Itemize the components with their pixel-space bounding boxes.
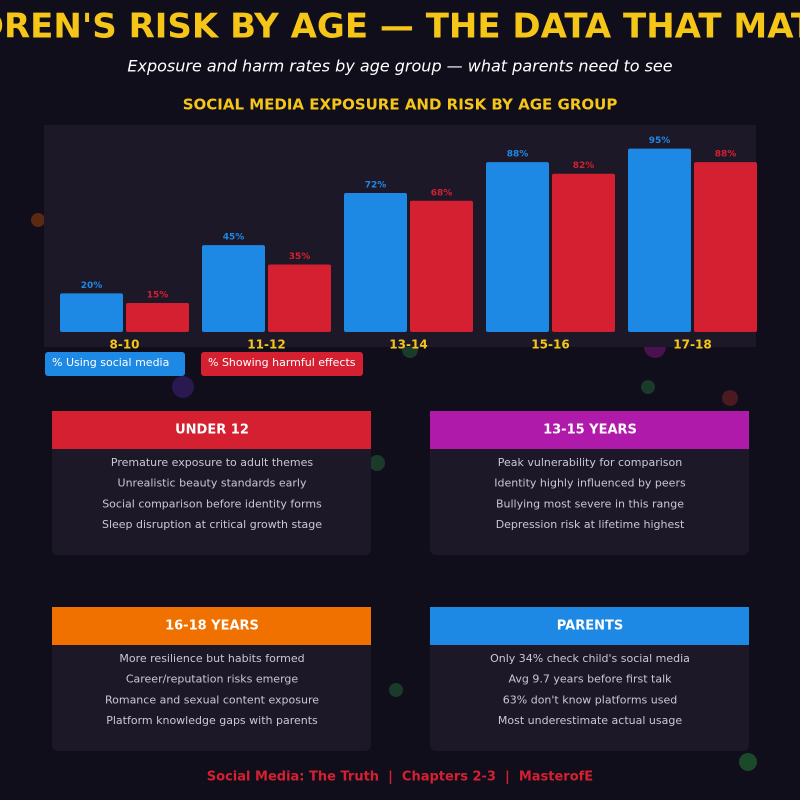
bar xyxy=(126,303,189,332)
card-item: Unrealistic beauty standards early xyxy=(118,477,307,490)
value-label: 15% xyxy=(147,291,169,301)
footer: Social Media: The Truth | Chapters 2-3 |… xyxy=(207,770,593,785)
card-item: Bullying most severe in this range xyxy=(496,497,684,510)
card-item: Avg 9.7 years before first talk xyxy=(509,673,673,686)
card-item: Social comparison before identity forms xyxy=(102,497,322,510)
bar xyxy=(268,264,331,332)
value-label: 95% xyxy=(649,136,671,146)
legend-swatch xyxy=(201,352,363,376)
page-subtitle: Exposure and harm rates by age group — w… xyxy=(127,57,672,76)
card-header xyxy=(430,411,749,449)
x-tick-label: 15-16 xyxy=(531,338,569,352)
value-label: 35% xyxy=(289,252,311,262)
decor-dot xyxy=(389,683,403,697)
card-header xyxy=(430,607,749,645)
card-item: 63% don't know platforms used xyxy=(503,693,677,706)
card-title: PARENTS xyxy=(557,619,623,634)
decor-dot xyxy=(722,390,738,406)
card-item: Most underestimate actual usage xyxy=(498,714,682,727)
legend-label: % Using social media xyxy=(52,356,169,369)
chart-title: SOCIAL MEDIA EXPOSURE AND RISK BY AGE GR… xyxy=(183,96,618,114)
bar xyxy=(694,162,757,332)
page-title: CHILDREN'S RISK BY AGE — THE DATA THAT M… xyxy=(0,7,800,47)
value-label: 82% xyxy=(573,161,595,171)
decor-dot xyxy=(31,213,45,227)
card-item: Romance and sexual content exposure xyxy=(105,693,319,706)
card-item: Only 34% check child's social media xyxy=(490,652,690,665)
card-header xyxy=(52,607,371,645)
bar xyxy=(344,193,407,332)
card-item: Peak vulnerability for comparison xyxy=(498,456,683,469)
bar xyxy=(202,245,265,332)
card-item: Premature exposure to adult themes xyxy=(111,456,313,469)
x-tick-label: 8-10 xyxy=(109,338,139,352)
decor-dot xyxy=(172,376,194,398)
card-item: More resilience but habits formed xyxy=(119,652,304,665)
card-header xyxy=(52,411,371,449)
value-label: 72% xyxy=(365,181,387,191)
legend-swatch xyxy=(45,352,185,376)
card-item: Sleep disruption at critical growth stag… xyxy=(102,518,322,531)
card-title: 13-15 YEARS xyxy=(543,423,637,438)
x-tick-label: 17-18 xyxy=(673,338,711,352)
x-tick-label: 11-12 xyxy=(247,338,285,352)
value-label: 20% xyxy=(81,281,103,291)
value-label: 88% xyxy=(507,150,529,160)
bar xyxy=(410,200,473,332)
decor-dot xyxy=(641,380,655,394)
card-item: Identity highly influenced by peers xyxy=(494,477,686,490)
card-title: 16-18 YEARS xyxy=(165,619,259,634)
bar xyxy=(552,173,615,332)
value-label: 45% xyxy=(223,233,245,243)
bar xyxy=(60,293,123,332)
card-item: Depression risk at lifetime highest xyxy=(496,518,685,531)
bar xyxy=(628,148,691,332)
decor-dot xyxy=(739,753,757,771)
value-label: 88% xyxy=(715,150,737,160)
card-item: Platform knowledge gaps with parents xyxy=(106,714,318,727)
legend-label: % Showing harmful effects xyxy=(208,356,356,369)
bar xyxy=(486,162,549,332)
card-title: UNDER 12 xyxy=(175,423,249,438)
decor-dot xyxy=(369,455,385,471)
card-item: Career/reputation risks emerge xyxy=(126,673,299,686)
x-tick-label: 13-14 xyxy=(389,338,427,352)
value-label: 68% xyxy=(431,188,453,198)
